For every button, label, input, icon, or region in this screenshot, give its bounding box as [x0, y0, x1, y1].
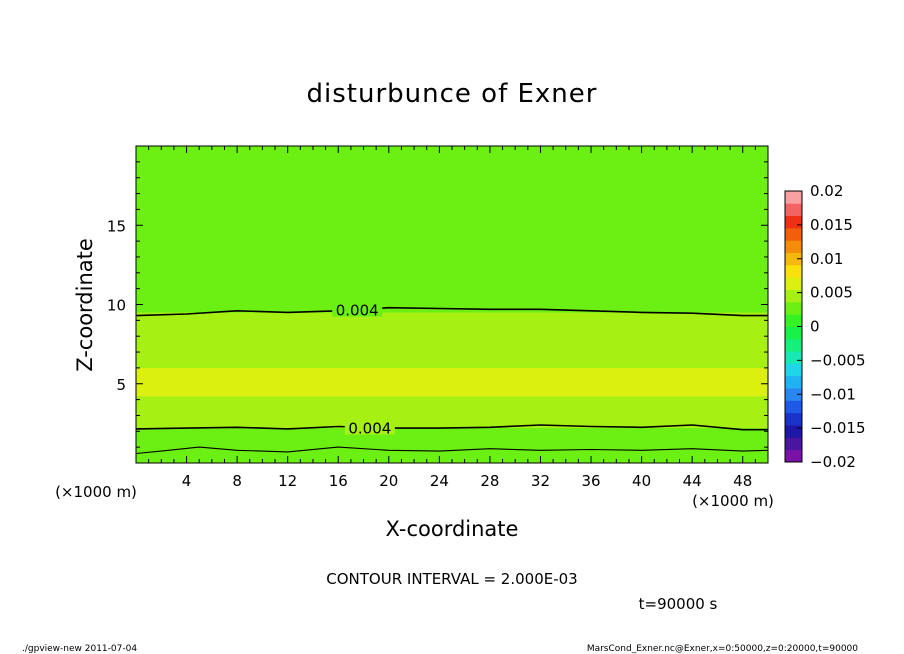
- colorbar-swatch: [785, 289, 802, 303]
- colorbar-swatch: [785, 388, 802, 401]
- contour-interval-text: CONTOUR INTERVAL = 2.000E-03: [326, 570, 577, 588]
- colorbar-tick-label: −0.01: [810, 385, 856, 403]
- x-tick-label: 20: [379, 472, 398, 490]
- x-tick-label: 12: [278, 472, 297, 490]
- band-4: [136, 396, 768, 416]
- contour-label-0: 0.004: [336, 302, 379, 320]
- source-footer: MarsCond_Exner.nc@Exner,x=0:50000,z=0:20…: [587, 644, 858, 654]
- colorbar-tick-label: 0: [810, 318, 820, 336]
- x-tick-label: 28: [480, 472, 499, 490]
- colorbar-swatch: [785, 437, 802, 451]
- colorbar-swatch: [785, 363, 802, 377]
- band-7: [136, 312, 768, 343]
- colorbar-swatch: [785, 400, 802, 414]
- x-tick-label: 44: [683, 472, 702, 490]
- x-tick-label: 4: [182, 472, 192, 490]
- colorbar-swatch: [785, 449, 802, 463]
- y-axis: 5 10 15: [107, 161, 768, 448]
- chart-title: disturbunce of Exner: [307, 79, 598, 109]
- colorbar-swatch: [785, 252, 802, 266]
- colorbar-tick-label: −0.005: [810, 351, 866, 369]
- colorbar-swatch: [785, 240, 802, 253]
- program-footer: ./gpview-new 2011-07-04: [22, 644, 137, 654]
- colorbar-swatch: [785, 425, 802, 438]
- band-1: [136, 447, 768, 457]
- colorbar: 0.02 0.015 0.01 0.005 0 −0.005 −0.01 −0.015 −0.0…: [784, 182, 866, 471]
- colorbar-tick-label: 0.015: [810, 216, 853, 234]
- band-2: [136, 428, 768, 448]
- y-axis-label: Z-coordinate: [73, 238, 97, 372]
- colorbar-swatch: [785, 351, 802, 364]
- x-tick-label: 36: [581, 472, 600, 490]
- band-10: [136, 146, 768, 257]
- x-tick-label: 48: [733, 472, 752, 490]
- x-axis: 4 8 12 16 20 24 28 32 36 40 44 48: [148, 146, 756, 490]
- x-axis-unit-left: (×1000 m): [55, 483, 137, 501]
- x-tick-label: 32: [531, 472, 550, 490]
- band-8: [136, 282, 768, 313]
- band-6: [136, 342, 768, 368]
- colorbar-swatch: [785, 277, 802, 290]
- colorbar-swatch: [785, 412, 802, 426]
- colorbar-swatch: [785, 215, 802, 229]
- colorbar-swatch: [785, 203, 802, 217]
- contour-line-0: [136, 306, 768, 317]
- colorbar-tick-label: 0.02: [810, 182, 843, 200]
- colorbar-swatch: [785, 326, 802, 340]
- x-tick-label: 16: [329, 472, 348, 490]
- colorbar-swatch: [785, 191, 802, 204]
- y-tick-label: 10: [107, 297, 126, 315]
- band-9: [136, 256, 768, 283]
- x-axis-label: X-coordinate: [386, 517, 519, 541]
- contour-label-bg-1: [344, 419, 395, 435]
- colorbar-tick-label: 0.005: [810, 284, 853, 302]
- colorbar-tick-label: −0.02: [810, 453, 856, 471]
- colorbar-swatch: [785, 314, 802, 327]
- colorbar-swatch: [785, 375, 802, 389]
- x-tick-label: 24: [430, 472, 449, 490]
- y-tick-label: 15: [107, 217, 126, 235]
- y-tick-label: 5: [116, 376, 126, 394]
- contour-line-1: [136, 424, 768, 431]
- x-tick-label: 8: [232, 472, 242, 490]
- contour-line-2: [136, 446, 768, 455]
- band-3: [136, 415, 768, 429]
- colorbar-swatch: [785, 301, 802, 315]
- contour-label-1: 0.004: [348, 420, 391, 438]
- colorbar-tick-label: −0.015: [810, 419, 866, 437]
- contour-label-bg-0: [332, 301, 383, 317]
- time-text: t=90000 s: [639, 595, 718, 613]
- contour-layer: 0.004 0.004: [136, 301, 768, 455]
- x-tick-label: 40: [632, 472, 651, 490]
- colorbar-swatch: [785, 227, 802, 241]
- x-axis-unit-right: (×1000 m): [692, 492, 774, 510]
- colorbar-tick-label: 0.01: [810, 250, 843, 268]
- color-fill-layer: [136, 146, 768, 463]
- colorbar-swatch: [785, 338, 802, 352]
- band-5: [136, 367, 768, 397]
- colorbar-swatch: [785, 264, 802, 278]
